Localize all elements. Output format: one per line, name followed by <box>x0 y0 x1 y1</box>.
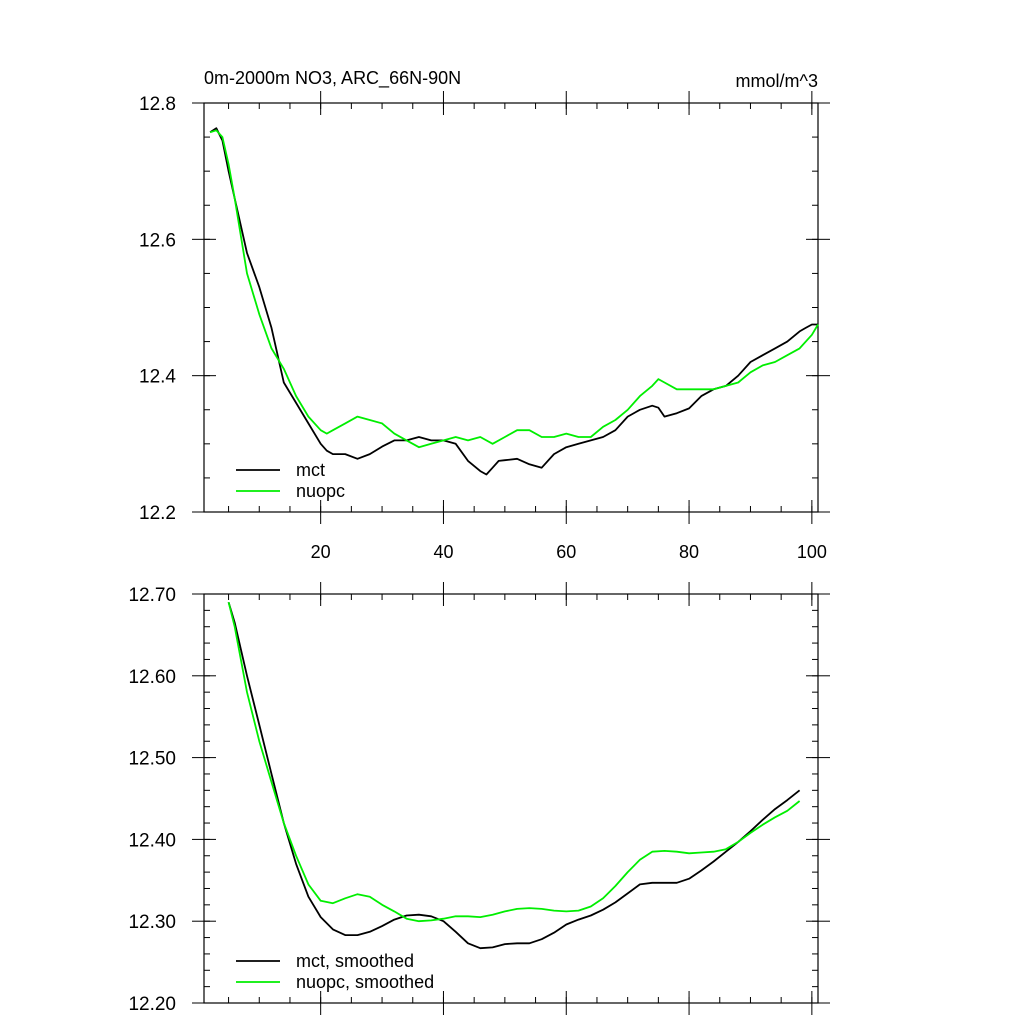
y-tick-label: 12.30 <box>128 912 176 933</box>
legend-label: mct <box>296 460 325 480</box>
x-tick-label: 80 <box>679 542 699 562</box>
series-line-nuopc <box>209 129 819 449</box>
y-tick-label: 12.8 <box>139 94 176 115</box>
y-tick-label: 12.60 <box>128 667 176 688</box>
y-tick-label: 12.6 <box>139 230 176 251</box>
top-panel: 0m-2000m NO3, ARC_66N-90N mmol/m^3 20 40 6… <box>139 68 830 562</box>
y-tick-label: 12.50 <box>128 749 176 770</box>
series-line-nuopc-smoothed <box>227 601 801 923</box>
x-tick-label: 20 <box>311 542 331 562</box>
y-tick-label: 12.40 <box>128 830 176 851</box>
series-line-mct-smoothed <box>227 601 801 950</box>
bottom-panel: 12.20 12.30 12.40 12.50 12.60 12.70 mct, smoot… <box>128 582 830 1015</box>
legend-label: nuopc, smoothed <box>296 972 434 992</box>
x-tick-label: 40 <box>433 542 453 562</box>
y-tick-label: 12.20 <box>128 994 176 1015</box>
legend-label: mct, smoothed <box>296 951 414 971</box>
series-line-mct <box>209 127 818 476</box>
plot-frame <box>203 593 819 1004</box>
x-tick-label: 100 <box>797 542 827 562</box>
y-tick-label: 12.2 <box>139 503 176 524</box>
y-tick-label: 12.70 <box>128 585 176 606</box>
legend-label: nuopc <box>296 481 345 501</box>
plot-frame <box>203 102 819 513</box>
x-tick-label: 60 <box>556 542 576 562</box>
chart-title: 0m-2000m NO3, ARC_66N-90N <box>204 68 461 89</box>
units-label: mmol/m^3 <box>736 71 818 91</box>
y-tick-label: 12.4 <box>139 367 176 388</box>
